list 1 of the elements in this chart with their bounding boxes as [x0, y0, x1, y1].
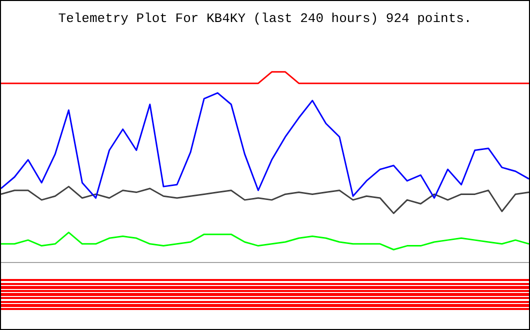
chart-title: Telemetry Plot For KB4KY (last 240 hours) 924 points. — [58, 11, 472, 26]
